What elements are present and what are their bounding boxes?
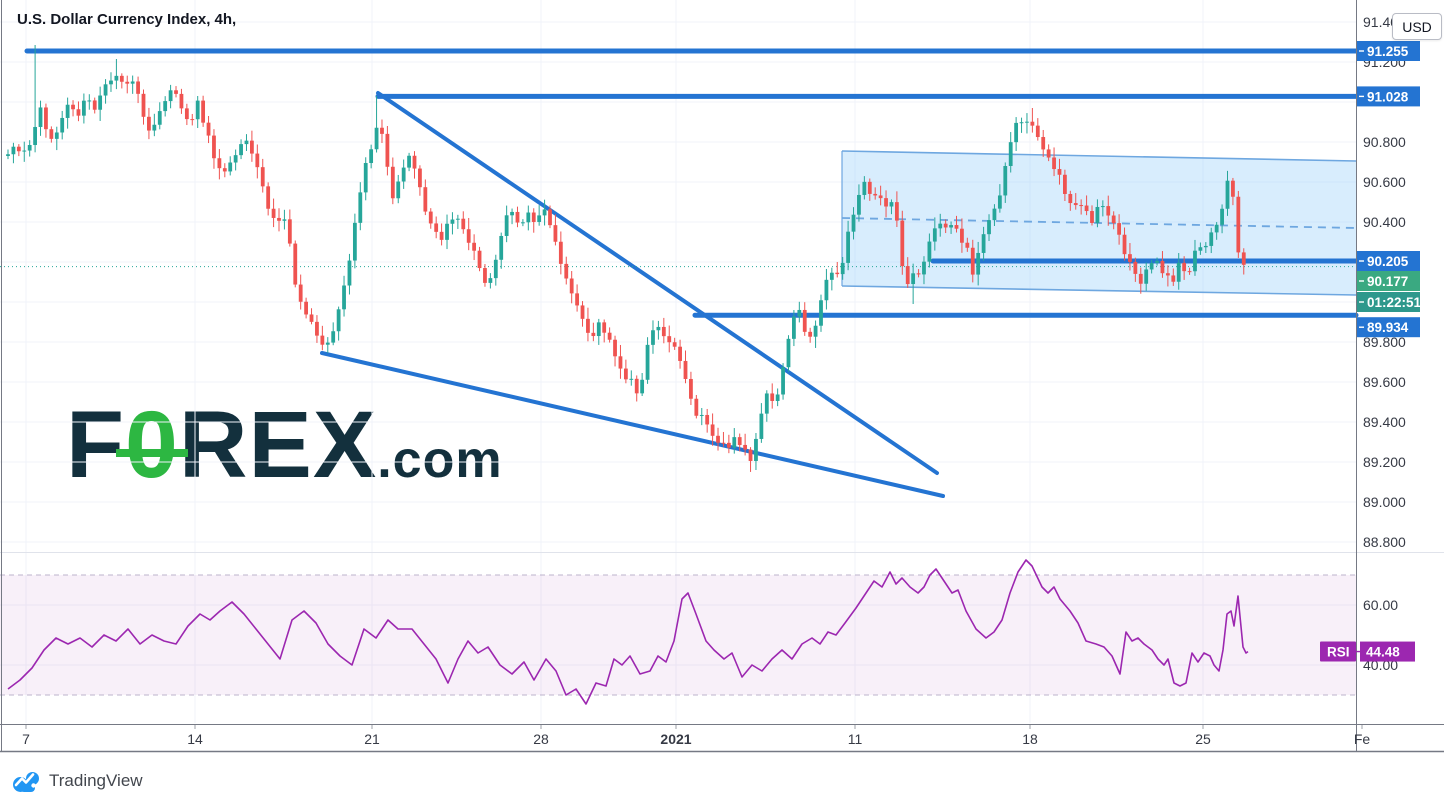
price-tick-89.600: 89.600 [1363,374,1406,390]
forex-watermark-o: 0 [116,398,188,493]
price-tick-90.600: 90.600 [1363,174,1406,190]
rsi-label-badge [1320,641,1356,662]
trendline-2[interactable] [320,351,945,498]
time-tick-25: 25 [1195,731,1211,747]
forex-watermark-f: F [66,392,126,498]
bar-countdown-badge: 01:22:51 [1357,292,1422,312]
time-tick-28: 28 [533,731,549,747]
price-badge-91.028: 91.028 [1357,86,1420,107]
time-tick-7: 7 [22,731,30,747]
svg-text:91.028: 91.028 [1367,89,1409,104]
currency-badge[interactable]: USD [1392,13,1442,40]
forex-watermark-com: .com [377,431,503,489]
svg-text:90.205: 90.205 [1367,254,1409,269]
time-tick-11: 11 [848,731,863,747]
price-axis[interactable]: 91.40091.20090.80090.60090.40089.80089.6… [1363,14,1406,673]
time-tick-21: 21 [364,731,380,747]
tradingview-logo-icon [13,772,39,792]
trendlines[interactable] [320,91,945,498]
rsi-band-fill [0,574,1356,696]
price-tick-89.000: 89.000 [1363,494,1406,510]
channel-bottom-edge[interactable] [841,285,1357,296]
time-tick-18: 18 [1022,731,1038,747]
rsi-line [7,559,1249,705]
currency-label: USD [1402,18,1432,35]
rsi-pane [0,559,1356,705]
forex-o-crossbar [116,449,188,458]
trendline-1[interactable] [376,91,939,475]
rsi-value-text: 44.48 [1366,645,1400,660]
channel-top-edge[interactable] [841,150,1357,162]
time-axis[interactable]: 7 14 21 28 2021 11 18 25 Fe [22,725,1370,747]
tradingview-attribution[interactable]: TradingView [12,768,143,794]
price-badge-89.934: 89.934 [1357,317,1420,338]
last-price-badge: 90.177 [1357,271,1420,291]
tradingview-name: TradingView [49,771,143,790]
symbol-title: U.S. Dollar Currency Index, 4h, [17,11,237,28]
price-tick-90.400: 90.400 [1363,214,1406,230]
price-tick-88.800: 88.800 [1363,534,1406,550]
price-badge-90.205: 90.205 [1357,251,1420,271]
time-tick-2021: 2021 [660,731,691,747]
channel-midline [841,217,1357,229]
svg-text:89.934: 89.934 [1367,320,1409,335]
price-tick-89.800: 89.800 [1363,334,1406,350]
rsi-label-text: RSI [1327,645,1350,660]
candles [6,45,1246,472]
rsi-tick-60.00: 60.00 [1363,597,1398,613]
svg-text:90.177: 90.177 [1367,274,1408,289]
forex-watermark: F 0 REX .com [66,398,503,493]
rsi-value-badges: RSI 44.48 [1320,641,1415,662]
price-badge-91.255: 91.255 [1357,41,1420,61]
rsi-value-badge [1360,641,1415,662]
gridlines [0,0,1356,723]
price-tick-90.800: 90.800 [1363,134,1406,150]
price-tick-89.400: 89.400 [1363,414,1406,430]
forex-watermark-rex: REX [178,392,378,498]
price-tick-89.200: 89.200 [1363,454,1406,470]
time-tick-Fe: Fe [1354,731,1371,747]
time-tick-14: 14 [187,731,203,747]
svg-text:91.255: 91.255 [1367,44,1409,59]
svg-text:01:22:51: 01:22:51 [1367,295,1422,310]
